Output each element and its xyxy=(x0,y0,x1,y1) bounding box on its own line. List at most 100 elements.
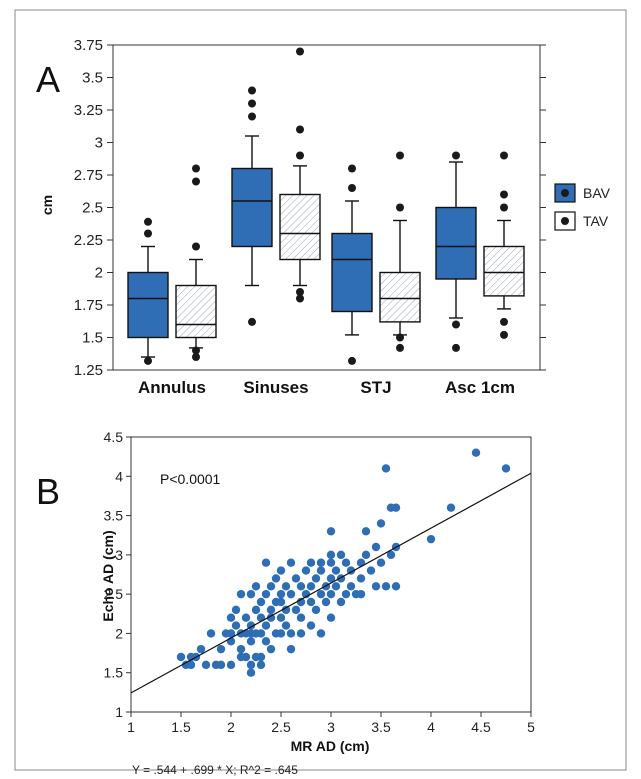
outlier-point xyxy=(500,151,508,160)
scatter-point xyxy=(326,589,336,599)
p-value-annotation: P<0.0001 xyxy=(160,471,221,487)
outlier-point xyxy=(500,190,508,199)
scatter-point xyxy=(381,582,391,591)
scatter-point xyxy=(276,597,286,607)
y-tick-label: 1.75 xyxy=(74,297,103,314)
y-tick-label: 2.5 xyxy=(82,200,103,217)
box-tav xyxy=(175,284,217,339)
panel-b: B Echo AD (cm) MR AD (cm) 1 1.5 2 2.5 3 3.5 4 4… xyxy=(36,429,535,777)
legend-dot xyxy=(561,189,569,197)
regression-equation: Y = .544 + .699 * X; R^2 = .645 xyxy=(132,763,298,777)
scatter-point xyxy=(391,582,401,591)
scatter-point xyxy=(471,448,481,457)
scatter-point xyxy=(256,660,266,670)
category-label: Asc 1cm xyxy=(445,378,515,397)
scatter-point xyxy=(206,629,216,638)
outlier-point xyxy=(192,353,200,361)
scatter-point xyxy=(276,589,286,599)
panel-a-legend: BAV TAV xyxy=(554,183,611,231)
scatter-point xyxy=(256,613,266,622)
scatter-point xyxy=(266,605,276,615)
legend-label: BAV xyxy=(583,185,611,201)
scatter-point xyxy=(356,574,366,583)
x-tick-label: 5 xyxy=(527,719,535,735)
outlier-point xyxy=(348,356,356,365)
scatter-point xyxy=(261,558,271,567)
scatter-point xyxy=(371,582,381,591)
scatter-point xyxy=(356,589,366,599)
panel-a-y-ticks: 1.25 1.5 1.75 2 2.25 2.5 2.75 3 3.25 3.5 3.75 xyxy=(74,37,546,379)
outlier-point xyxy=(144,217,152,226)
scatter-point xyxy=(281,605,291,615)
regression-line xyxy=(130,472,532,694)
outlier-point xyxy=(192,177,200,186)
scatter-point xyxy=(236,589,246,599)
scatter-point xyxy=(306,582,316,591)
scatter-point xyxy=(286,589,296,599)
scatter-point xyxy=(196,644,206,654)
scatter-point xyxy=(256,597,266,607)
y-tick-label: 2 xyxy=(115,625,123,641)
scatter-point xyxy=(266,582,276,591)
scatter-point xyxy=(446,503,456,512)
scatter-point xyxy=(326,558,336,567)
y-tick-label: 1.5 xyxy=(104,665,124,681)
scatter-point xyxy=(251,605,261,615)
scatter-point xyxy=(341,589,351,599)
y-tick-label: 1.5 xyxy=(82,330,103,347)
scatter-point xyxy=(296,613,306,622)
scatter-point xyxy=(306,621,316,630)
outlier-point xyxy=(452,343,460,352)
box-tav xyxy=(483,245,525,297)
scatter-point xyxy=(381,464,391,473)
x-tick-label: 1 xyxy=(127,719,135,735)
panel-a-boxes xyxy=(127,47,525,365)
outlier-point xyxy=(500,317,508,326)
scatter-point xyxy=(186,660,196,670)
scatter-point xyxy=(246,660,256,670)
scatter-point xyxy=(201,660,211,670)
box-tav xyxy=(379,271,421,323)
y-tick-label: 2.25 xyxy=(74,232,103,249)
scatter-point xyxy=(321,597,331,607)
y-tick-label: 3 xyxy=(95,135,103,152)
outlier-point xyxy=(296,125,304,134)
scatter-point xyxy=(261,637,271,646)
outlier-point xyxy=(192,242,200,251)
scatter-point xyxy=(266,613,276,622)
x-tick-label: 4.5 xyxy=(471,719,491,735)
category-label: Sinuses xyxy=(243,378,308,397)
y-tick-label: 2.75 xyxy=(74,167,103,184)
x-tick-label: 2 xyxy=(227,719,235,735)
scatter-point xyxy=(361,527,371,536)
scatter-point xyxy=(386,550,396,560)
panel-b-points xyxy=(176,448,511,677)
scatter-point xyxy=(176,652,186,662)
outlier-point xyxy=(348,164,356,173)
scatter-point xyxy=(286,629,296,638)
scatter-point xyxy=(326,574,336,583)
scatter-point xyxy=(371,542,381,552)
x-tick-label: 4 xyxy=(427,719,435,735)
scatter-point xyxy=(226,629,236,638)
scatter-point xyxy=(286,558,296,567)
outlier-point xyxy=(500,203,508,212)
scatter-point xyxy=(341,558,351,567)
outlier-point xyxy=(144,229,152,238)
y-tick-label: 1.25 xyxy=(74,362,103,379)
scatter-point xyxy=(246,637,256,646)
category-label: Annulus xyxy=(138,378,206,397)
scatter-point xyxy=(326,550,336,560)
outlier-point xyxy=(500,330,508,339)
panel-b-label: B xyxy=(36,471,60,512)
y-tick-label: 3.5 xyxy=(82,70,103,87)
scatter-point xyxy=(316,629,326,638)
box-bav xyxy=(231,167,273,248)
panel-a: A cm 1.25 1.5 1.75 2 2.25 2.5 2.75 3 3.25 3.5 3.75… xyxy=(36,37,611,397)
panel-a-label: A xyxy=(36,59,60,100)
legend-label: TAV xyxy=(583,213,609,229)
outlier-point xyxy=(192,164,200,173)
scatter-point xyxy=(391,503,401,512)
scatter-point xyxy=(361,550,371,560)
